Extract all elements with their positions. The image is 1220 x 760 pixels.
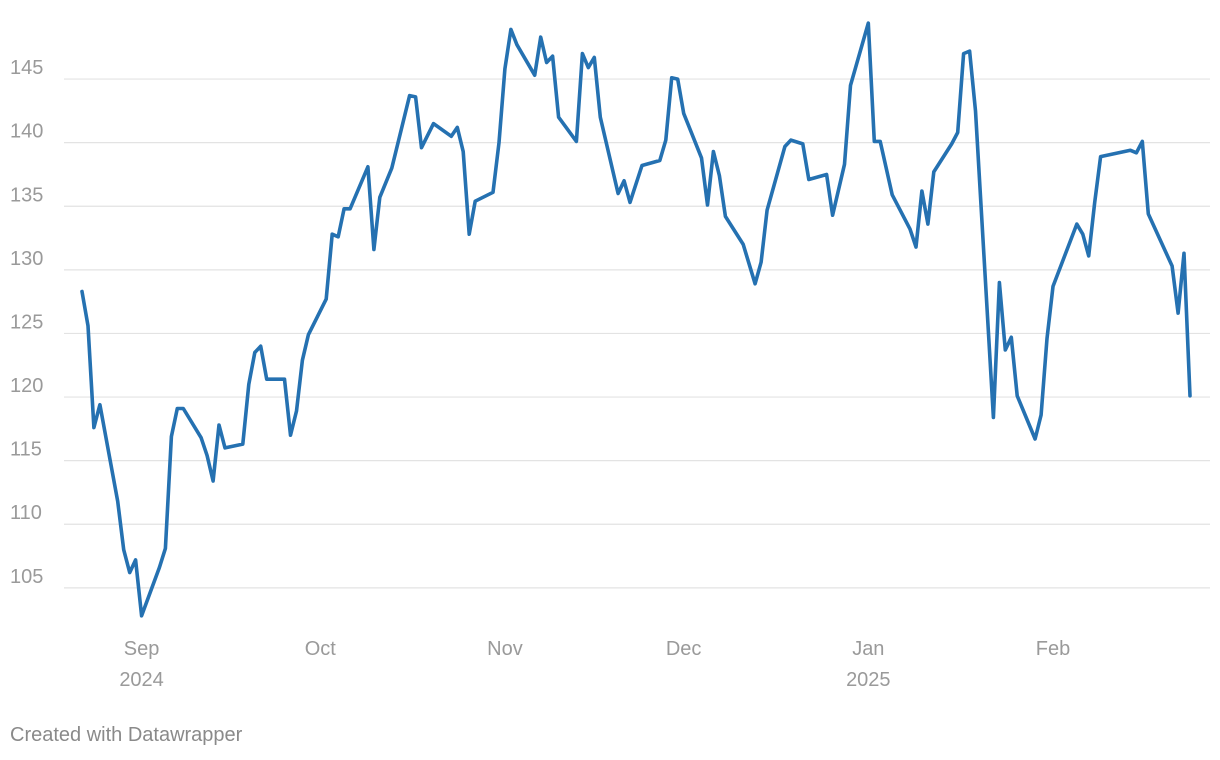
y-tick-label: 120: [10, 375, 43, 397]
line-chart: 105 110 115 120 125 130 135 140 145 Sep 2024 Oct No…: [10, 21, 1210, 691]
y-tick-label: 130: [10, 248, 43, 270]
y-tick-label: 110: [10, 502, 42, 524]
y-tick-label: 135: [10, 184, 43, 206]
x-tick-label: Jan: [852, 638, 884, 660]
gridlines: [64, 78, 1210, 589]
x-tick-label: Dec: [666, 638, 702, 660]
x-axis-tick-labels: Sep 2024 Oct Nov Dec Jan 2025 Feb: [119, 638, 1070, 691]
price-series-line: [80, 21, 1192, 618]
y-tick-label: 115: [10, 439, 42, 461]
x-tick-label: Sep: [124, 638, 160, 660]
x-tick-year-label: 2024: [119, 669, 164, 691]
y-tick-label: 145: [10, 57, 43, 79]
x-tick-label: Feb: [1036, 638, 1070, 660]
datawrapper-credit: Created with Datawrapper: [10, 724, 243, 746]
y-tick-label: 140: [10, 121, 43, 143]
x-tick-label: Oct: [305, 638, 337, 660]
y-tick-label: 105: [10, 566, 43, 588]
x-tick-year-label: 2025: [846, 669, 891, 691]
y-tick-label: 125: [10, 311, 43, 333]
y-axis-tick-labels: 105 110 115 120 125 130 135 140 145: [10, 57, 43, 588]
x-tick-label: Nov: [487, 638, 523, 660]
